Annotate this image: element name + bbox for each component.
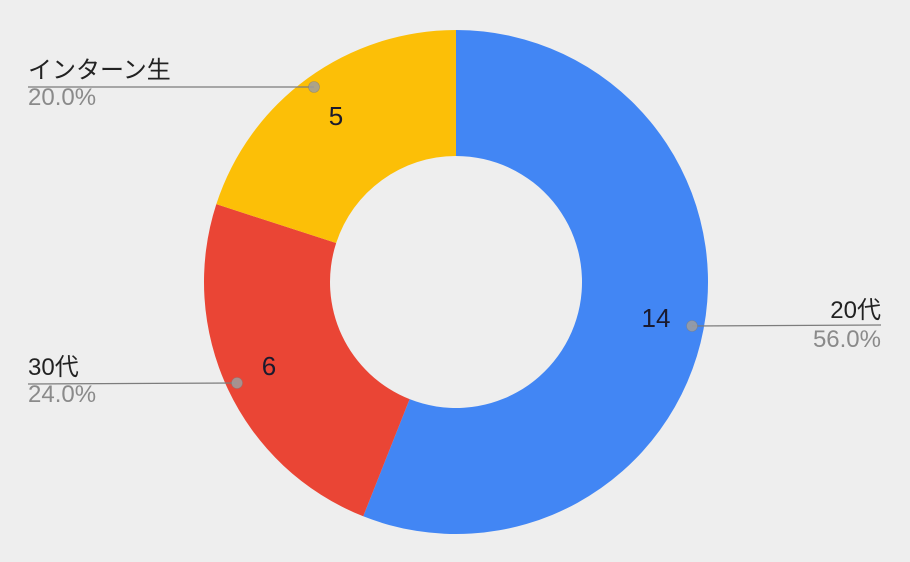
svg-text:14: 14 bbox=[642, 303, 671, 333]
svg-text:20.0%: 20.0% bbox=[28, 84, 96, 111]
svg-text:インターン生: インターン生 bbox=[28, 57, 171, 84]
svg-text:30代: 30代 bbox=[28, 354, 79, 381]
svg-text:24.0%: 24.0% bbox=[28, 381, 96, 408]
svg-text:20代: 20代 bbox=[830, 297, 881, 324]
svg-text:56.0%: 56.0% bbox=[813, 326, 881, 353]
svg-text:6: 6 bbox=[262, 351, 276, 381]
svg-text:5: 5 bbox=[329, 101, 343, 131]
